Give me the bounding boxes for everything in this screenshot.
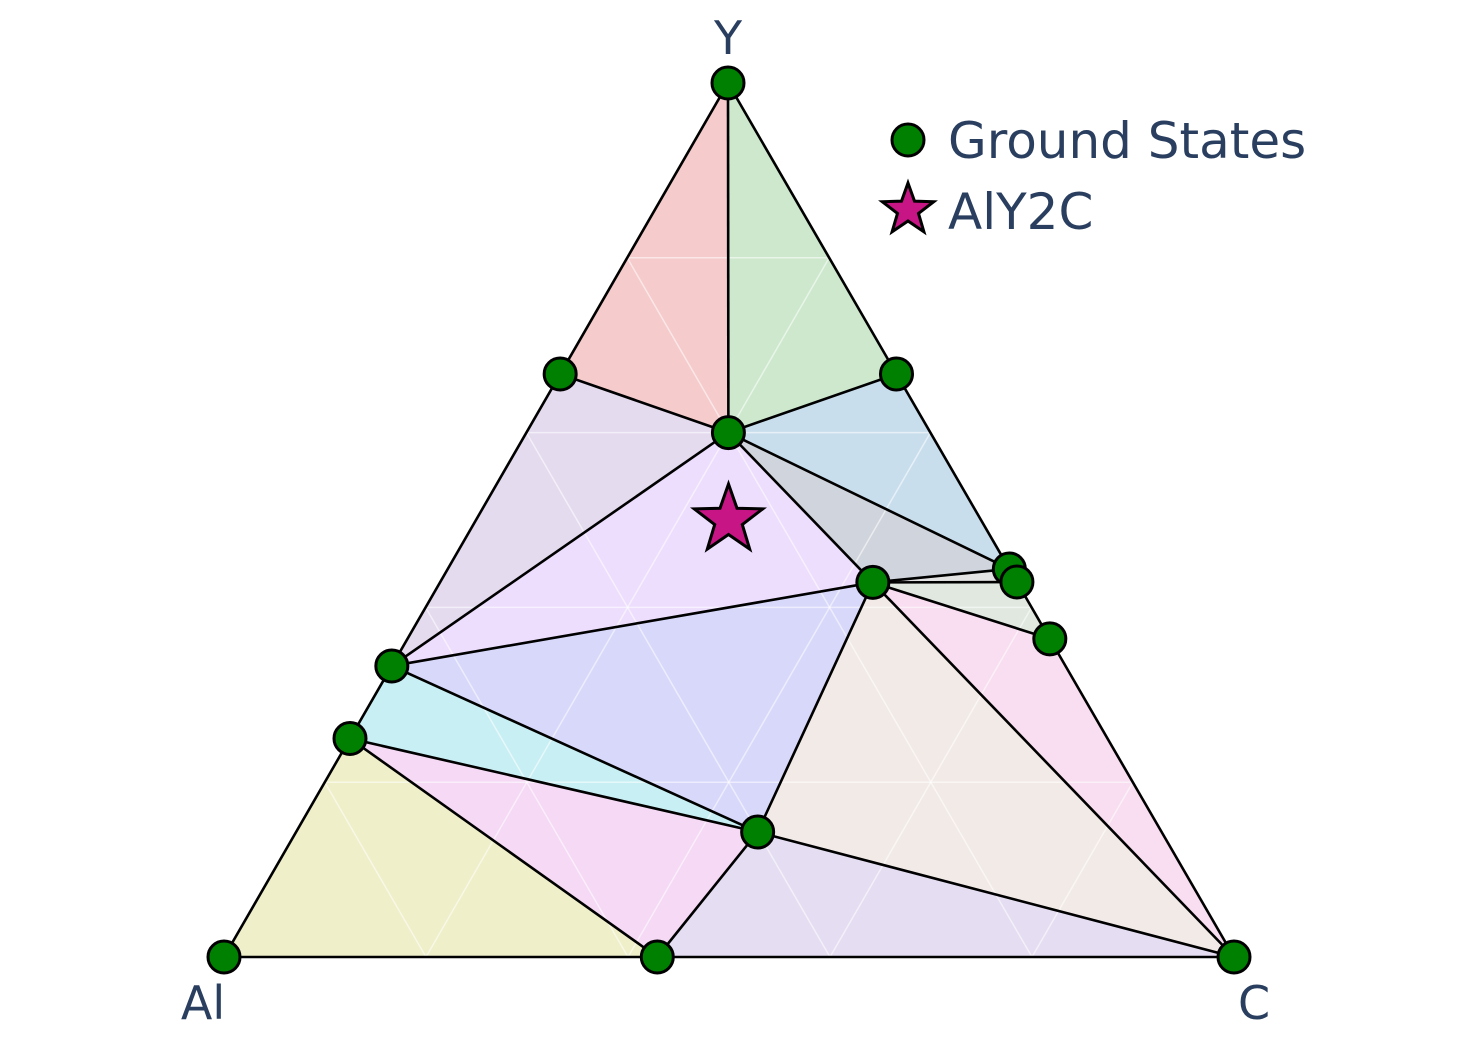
tie-line-9 xyxy=(872,567,1010,584)
ternary-outline xyxy=(222,81,1236,958)
legend-ground-state-marker xyxy=(890,122,926,158)
phase-facet-9 xyxy=(350,666,758,832)
grid-line-11 xyxy=(1031,781,1134,958)
phase-facet-11 xyxy=(757,582,1234,957)
ground-state-point-1 xyxy=(206,939,242,975)
phase-facet-14 xyxy=(224,738,658,957)
tie-line-5 xyxy=(391,431,730,668)
tie-line-1 xyxy=(559,372,729,434)
ground-state-point-4 xyxy=(878,356,914,392)
legend-target-label: AlY2C xyxy=(948,183,1093,241)
target-compound-marker xyxy=(689,479,768,553)
ground-state-point-13 xyxy=(639,939,675,975)
tie-line-10 xyxy=(727,431,874,584)
ground-state-point-11 xyxy=(332,721,368,756)
phase-facet-2 xyxy=(391,374,729,666)
ground-state-point-2 xyxy=(1216,939,1252,975)
tie-line-25 xyxy=(349,737,659,959)
tie-line-13 xyxy=(872,581,1051,641)
ground-state-point-0 xyxy=(710,65,746,101)
ground-state-point-3 xyxy=(542,356,578,392)
tie-line-4 xyxy=(727,372,897,434)
tie-line-19 xyxy=(349,737,758,834)
tie-line-21 xyxy=(871,581,1235,958)
grid-line-8 xyxy=(829,607,1033,958)
ground-state-point-8 xyxy=(855,564,891,600)
tie-line-22 xyxy=(757,830,1235,959)
vertex-label-left: Al xyxy=(181,976,225,1030)
phase-facet-13 xyxy=(350,738,758,957)
tie-line-16 xyxy=(391,664,759,834)
tie-line-15 xyxy=(391,581,874,668)
phase-facet-8 xyxy=(391,582,873,832)
ground-state-point-5 xyxy=(710,415,746,451)
grid-line-7 xyxy=(424,607,629,958)
grid-line-10 xyxy=(324,781,427,958)
phase-facet-3 xyxy=(728,374,1010,569)
phase-facets xyxy=(224,83,1234,957)
ground-state-point-10 xyxy=(374,648,410,684)
ground-state-points xyxy=(206,65,1252,975)
tie-line-23 xyxy=(656,831,759,958)
vertex-label-right: C xyxy=(1238,976,1270,1030)
tie-line-7 xyxy=(727,431,1010,571)
tie-line-17 xyxy=(756,581,875,833)
legend-target-marker xyxy=(878,178,938,236)
legend-ground-states-label: Ground States xyxy=(948,112,1306,170)
vertex-label-top: Y xyxy=(713,11,743,65)
grid-line-5 xyxy=(627,432,932,958)
phase-facet-4 xyxy=(728,432,1010,583)
target-star xyxy=(689,479,768,553)
grid-line-4 xyxy=(525,432,831,958)
ground-state-point-9 xyxy=(1032,621,1068,657)
legend: Ground States AlY2C xyxy=(878,112,1306,241)
ground-state-point-12 xyxy=(740,814,776,850)
ground-state-point-7 xyxy=(999,564,1035,600)
phase-facet-12 xyxy=(657,832,1234,957)
